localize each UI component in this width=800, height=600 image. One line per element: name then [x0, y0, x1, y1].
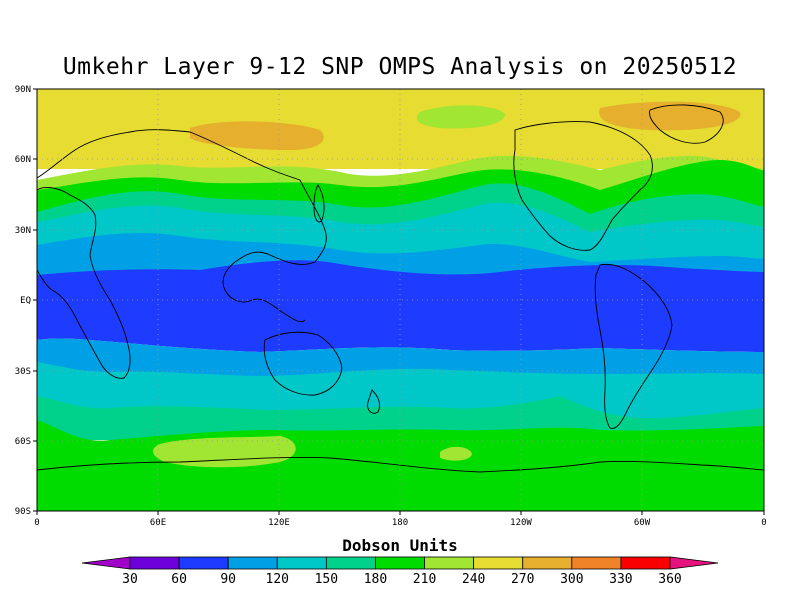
lon-label-60w: 60W [634, 518, 651, 528]
colorbar-segment-low [81, 556, 131, 570]
colorbar-label: 30 [122, 572, 138, 587]
band-north-orange-1 [190, 121, 324, 150]
colorbar-label: 90 [220, 572, 236, 587]
colorbar-label: 150 [315, 572, 338, 587]
lat-label-90s: 90S [15, 507, 31, 517]
lon-label-120w: 120W [510, 518, 532, 528]
colorbar-segment [424, 556, 475, 570]
colorbar-segment [129, 556, 180, 570]
lat-labels: 90N 60N 30N EQ 30S 60S 90S [15, 85, 31, 517]
colorbar: 30 60 90 120 150 180 210 240 270 300 330 360 [81, 556, 719, 587]
lat-label-30n: 30N [15, 226, 31, 236]
coastline-north-america [513, 121, 653, 251]
coastline-antarctica [36, 457, 765, 473]
colorbar-label: 300 [560, 572, 583, 587]
lat-ticks [33, 88, 37, 512]
colorbar-label: 270 [511, 572, 534, 587]
colorbar-label: 180 [364, 572, 387, 587]
band-north-green-1 [416, 105, 505, 129]
band-tropical-blue [37, 260, 764, 352]
colorbar-segment [620, 556, 671, 570]
lon-ticks [36, 511, 765, 515]
coastline-greenland [649, 104, 724, 144]
coastline-japan [313, 184, 325, 223]
lon-label-180: 180 [392, 518, 408, 528]
band-south-skyblue [37, 338, 764, 380]
colorbar-segment-high [669, 556, 719, 570]
map-fill [37, 89, 764, 511]
coastline-africa [36, 187, 131, 379]
grid [37, 89, 764, 511]
lat-label-90n: 90N [15, 85, 31, 95]
colorbar-segment [325, 556, 376, 570]
colorbar-segment [522, 556, 573, 570]
colorbar-segment [571, 556, 622, 570]
colorbar-segment [473, 556, 524, 570]
coastline-australia [263, 331, 343, 396]
colorbar-title: Dobson Units [342, 536, 458, 555]
lon-label-0-east: 0 [761, 518, 766, 528]
colorbar-label: 330 [609, 572, 632, 587]
lat-label-60s: 60S [15, 437, 31, 447]
colorbar-label: 360 [658, 572, 681, 587]
chart-title: Umkehr Layer 9-12 SNP OMPS Analysis on 2… [62, 54, 738, 80]
coastline-new-zealand [367, 389, 381, 414]
colorbar-segment [276, 556, 327, 570]
colorbar-label: 240 [462, 572, 485, 587]
lat-label-eq: EQ [20, 296, 31, 306]
coastline-asia [222, 179, 327, 323]
coastline-europe [36, 129, 301, 181]
colorbar-label: 60 [171, 572, 187, 587]
colorbar-label: 120 [266, 572, 289, 587]
coastline-south-america [594, 263, 673, 429]
lon-labels: 0 60E 120E 180 120W 60W 0 [34, 518, 766, 528]
band-south-lightgreen-1 [153, 436, 296, 468]
lon-label-120e: 120E [268, 518, 290, 528]
band-south-lightgreen-2 [440, 446, 472, 461]
colorbar-segment [375, 556, 425, 570]
lon-label-60e: 60E [150, 518, 166, 528]
coastlines [36, 104, 765, 473]
colorbar-segment [178, 556, 229, 570]
band-north-orange-2 [599, 101, 741, 131]
colorbar-label: 210 [413, 572, 436, 587]
lat-label-30s: 30S [15, 367, 31, 377]
lon-label-0-west: 0 [34, 518, 39, 528]
lat-label-60n: 60N [15, 155, 31, 165]
colorbar-segment [227, 556, 278, 570]
